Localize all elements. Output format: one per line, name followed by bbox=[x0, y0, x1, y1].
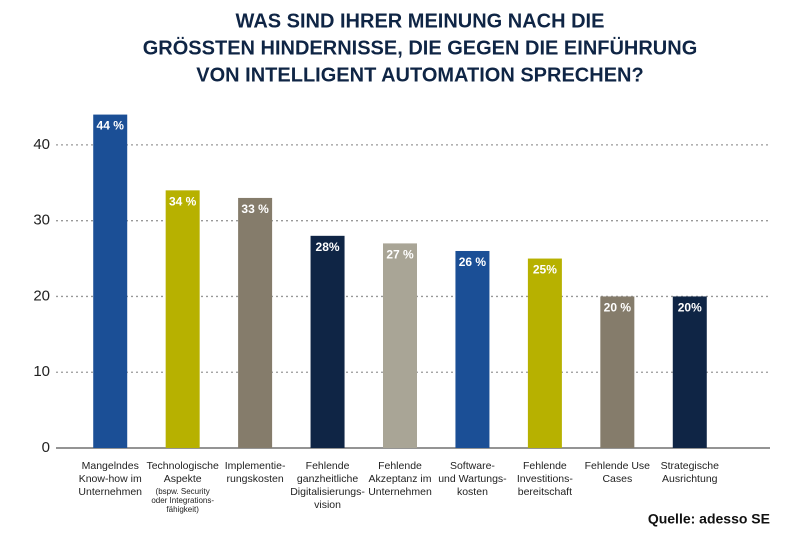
y-tick-label: 10 bbox=[33, 363, 50, 380]
x-tick-label: Akzeptanz im bbox=[368, 473, 431, 485]
x-tick-label: und Wartungs- bbox=[438, 473, 507, 485]
y-tick-label: 30 bbox=[33, 212, 50, 229]
x-tick-label: Know-how im bbox=[79, 473, 142, 485]
bar bbox=[310, 235, 345, 448]
y-tick-label: 20 bbox=[33, 287, 50, 304]
x-tick-label: Strategische bbox=[661, 460, 720, 472]
value-label: 33 % bbox=[241, 202, 269, 216]
value-label: 27 % bbox=[386, 248, 414, 262]
x-tick-label: Unternehmen bbox=[78, 486, 142, 498]
bar bbox=[455, 250, 490, 448]
value-label: 25% bbox=[533, 263, 557, 277]
bar bbox=[527, 258, 562, 448]
x-tick-label: Aspekte bbox=[164, 473, 202, 485]
bar bbox=[238, 197, 273, 448]
x-tick-label: rungskosten bbox=[227, 473, 284, 485]
x-tick-label: Fehlende bbox=[378, 460, 422, 472]
value-label: 20% bbox=[678, 301, 702, 315]
bar bbox=[600, 296, 635, 448]
x-tick-label: ganzheitliche bbox=[297, 473, 358, 485]
bar bbox=[383, 243, 417, 448]
chart-title: WAS SIND IHRER MEINUNG NACH DIE bbox=[236, 10, 605, 32]
x-tick-label: Technologische bbox=[146, 460, 219, 472]
x-tick-label: oder Integrations- bbox=[151, 496, 214, 505]
bar bbox=[165, 190, 200, 448]
x-tick-label: fähigkeit) bbox=[166, 505, 199, 514]
x-tick-label: Investitions- bbox=[517, 473, 574, 485]
value-label: 28% bbox=[316, 240, 340, 254]
x-tick-label: Digitalisierungs- bbox=[290, 486, 365, 498]
x-tick-label: Fehlende Use bbox=[585, 460, 651, 472]
value-label: 34 % bbox=[169, 195, 197, 209]
x-tick-label: Implementie- bbox=[225, 460, 286, 472]
x-tick-label: Unternehmen bbox=[368, 486, 432, 498]
chart-title: VON INTELLIGENT AUTOMATION SPRECHEN? bbox=[196, 64, 643, 86]
x-tick-label: bereitschaft bbox=[518, 486, 572, 498]
x-tick-label: Fehlende bbox=[523, 460, 567, 472]
x-tick-label: Cases bbox=[602, 473, 632, 485]
x-tick-label: Mangelndes bbox=[82, 460, 139, 472]
x-tick-label: Fehlende bbox=[306, 460, 350, 472]
x-tick-label: Software- bbox=[450, 460, 495, 472]
chart-title: GRÖSSTEN HINDERNISSE, DIE GEGEN DIE EINF… bbox=[143, 36, 698, 59]
source: Quelle: adesso SE bbox=[648, 511, 770, 527]
value-label: 26 % bbox=[459, 255, 487, 269]
x-tick-label: Ausrichtung bbox=[662, 473, 718, 485]
bar bbox=[93, 114, 128, 449]
x-tick-label: (bspw. Security bbox=[156, 487, 210, 496]
y-tick-label: 0 bbox=[42, 439, 50, 456]
value-label: 44 % bbox=[97, 119, 125, 133]
y-tick-label: 40 bbox=[33, 136, 50, 153]
value-label: 20 % bbox=[604, 301, 632, 315]
x-tick-label: vision bbox=[314, 499, 341, 511]
x-tick-label: kosten bbox=[457, 486, 488, 498]
bar bbox=[672, 296, 707, 448]
